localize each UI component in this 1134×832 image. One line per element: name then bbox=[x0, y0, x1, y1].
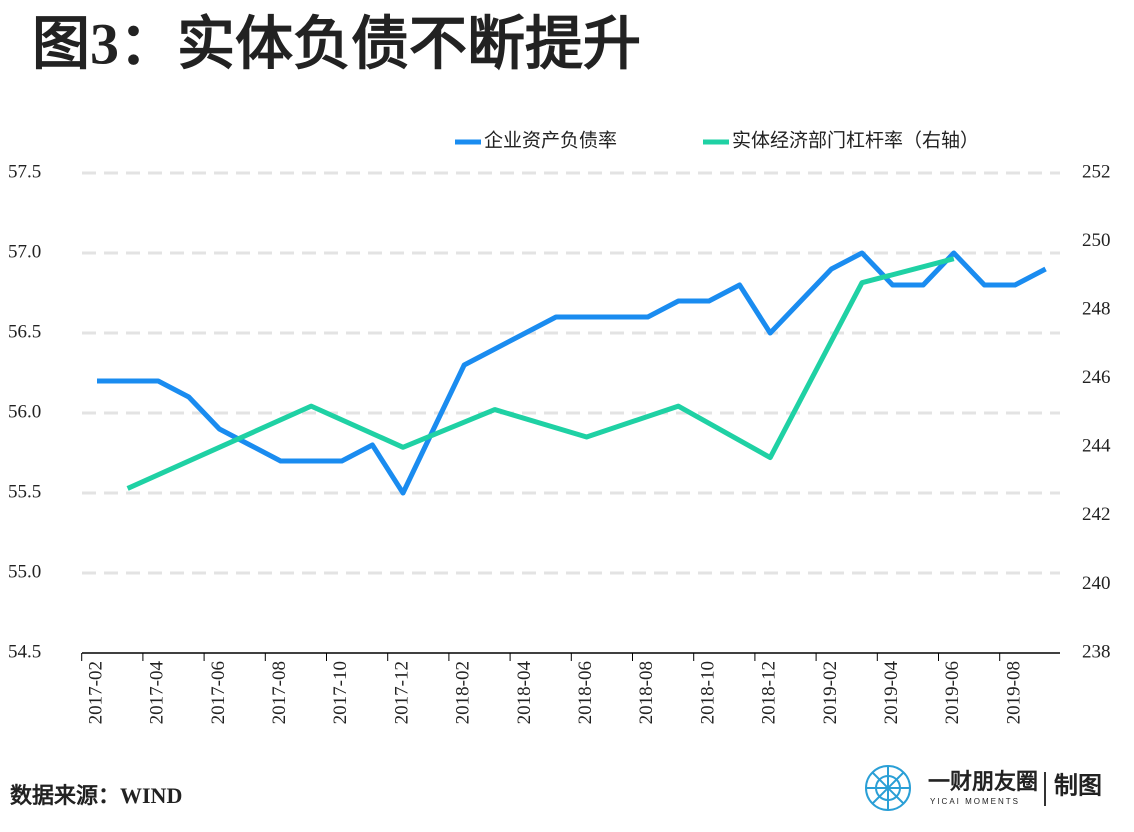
x-tick-label: 2017-08 bbox=[269, 661, 290, 724]
y-tick-label: 55.5 bbox=[8, 481, 41, 502]
x-tick-label: 2017-04 bbox=[147, 661, 168, 725]
source: 数据来源：WIND bbox=[10, 783, 182, 808]
x-tick-label: 2019-06 bbox=[942, 661, 963, 724]
y2-tick-label: 244 bbox=[1082, 436, 1111, 457]
x-tick-label: 2018-08 bbox=[636, 661, 657, 724]
brand-sub: YICAI MOMENTS bbox=[930, 797, 1020, 806]
x-tick-label: 2019-04 bbox=[881, 661, 902, 725]
x-tick-label: 2017-10 bbox=[330, 661, 351, 724]
series-line bbox=[126, 256, 955, 491]
series-line bbox=[97, 250, 1047, 496]
x-tick-label: 2018-10 bbox=[697, 661, 718, 724]
x-tick-label: 2018-02 bbox=[453, 661, 474, 724]
y-tick-label: 55.0 bbox=[8, 561, 41, 582]
y-tick-label: 57.0 bbox=[8, 241, 41, 262]
y2-tick-label: 240 bbox=[1082, 573, 1111, 594]
brand-tag: 制图 bbox=[1054, 773, 1102, 800]
brand: 一财朋友圈 bbox=[928, 769, 1038, 794]
legend-label: 企业资产负债率 bbox=[484, 129, 617, 151]
y2-tick-label: 246 bbox=[1082, 367, 1111, 388]
y-tick-label: 54.5 bbox=[8, 641, 41, 662]
x-tick-label: 2018-04 bbox=[514, 661, 535, 725]
y-tick-label: 56.0 bbox=[8, 401, 41, 422]
x-tick-label: 2018-06 bbox=[575, 661, 596, 724]
y2-tick-label: 252 bbox=[1082, 161, 1111, 182]
x-tick-label: 2019-02 bbox=[820, 661, 841, 724]
x-tick-label: 2019-08 bbox=[1003, 661, 1024, 724]
x-tick-label: 2017-02 bbox=[85, 661, 106, 724]
y2-tick-label: 248 bbox=[1082, 299, 1111, 320]
y2-tick-label: 242 bbox=[1082, 504, 1111, 525]
y2-tick-label: 250 bbox=[1082, 230, 1111, 251]
y-tick-label: 56.5 bbox=[8, 321, 41, 342]
logo: 一财朋友圈 YICAI MOMENTS 制图 bbox=[865, 765, 1102, 811]
x-tick-label: 2017-06 bbox=[208, 661, 229, 724]
chart-title: 图3：实体负债不断提升 bbox=[32, 11, 641, 76]
y-tick-label: 57.5 bbox=[8, 161, 41, 182]
x-tick-label: 2018-12 bbox=[759, 661, 780, 724]
legend-label: 实体经济部门杠杆率（右轴） bbox=[732, 129, 979, 151]
y2-tick-label: 238 bbox=[1082, 641, 1111, 662]
x-tick-label: 2017-12 bbox=[391, 661, 412, 724]
